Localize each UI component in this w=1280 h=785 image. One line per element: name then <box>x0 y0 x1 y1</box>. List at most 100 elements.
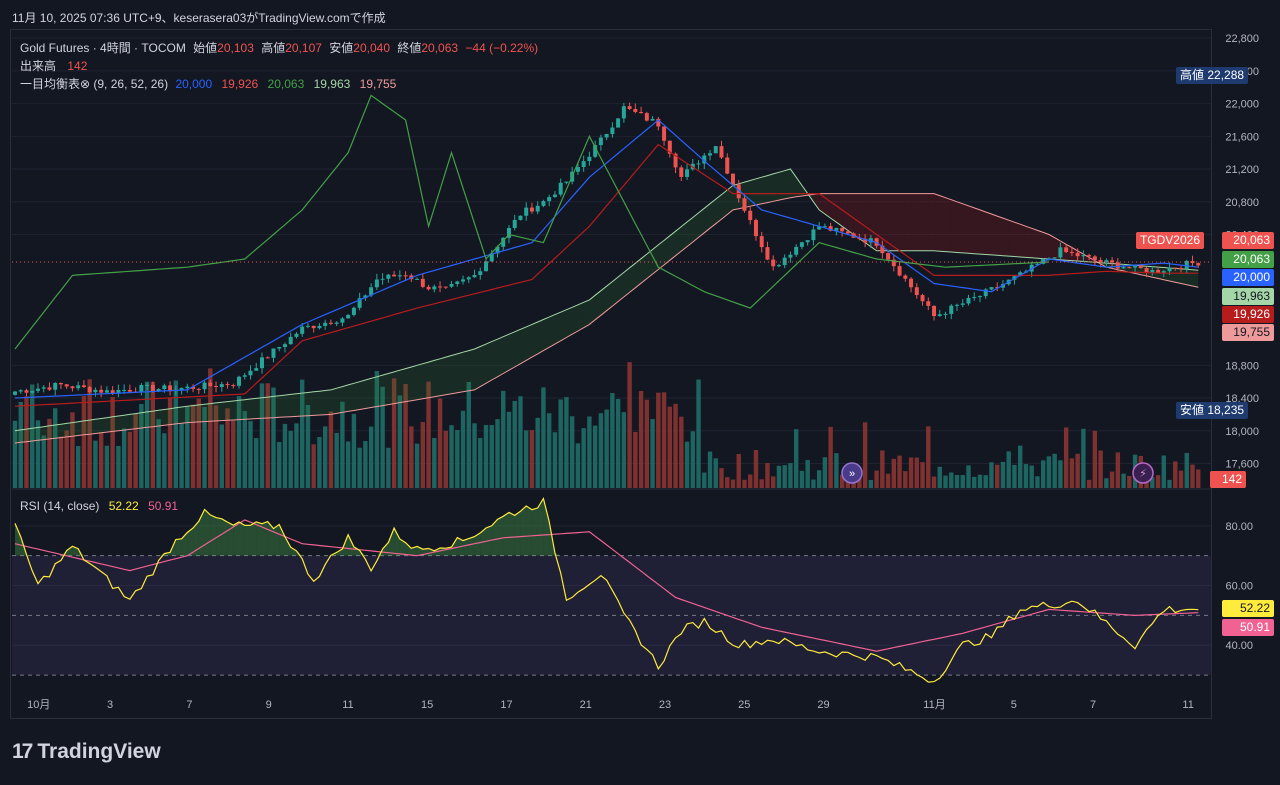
cloud-segment <box>15 429 21 444</box>
volume-bar <box>1063 427 1069 488</box>
cloud-segment <box>193 404 199 423</box>
cloud-segment <box>497 336 504 377</box>
volume-bar <box>552 432 558 488</box>
volume-bar <box>12 420 18 488</box>
cloud-segment <box>124 414 130 431</box>
volume-bar <box>742 479 747 488</box>
candle-body <box>122 389 127 391</box>
rsi-ob-segment <box>526 505 532 556</box>
candle-body <box>1110 260 1115 263</box>
tradingview-logo[interactable]: 17 TradingView <box>12 740 161 764</box>
cloud-segment <box>888 193 894 251</box>
volume-bar <box>47 418 52 488</box>
candle-body <box>943 313 948 315</box>
rsi-ob-segment <box>193 521 199 556</box>
rsi-ob-segment <box>187 528 194 556</box>
volume-bar <box>564 397 569 488</box>
candle-body <box>667 140 672 154</box>
candle-body <box>1144 268 1149 273</box>
candle-body <box>575 167 580 172</box>
volume-bar <box>501 390 506 488</box>
cloud-segment <box>411 365 418 401</box>
low-value: 20,040 <box>353 41 390 55</box>
volume-bar <box>684 441 690 488</box>
cloud-segment <box>1031 228 1038 259</box>
cloud-segment <box>928 193 935 251</box>
volume-bar <box>615 398 621 488</box>
candle-body <box>587 156 592 162</box>
volume-bar <box>903 471 908 488</box>
volume-bar <box>173 380 179 488</box>
rsi-ob-segment <box>284 536 291 556</box>
volume-bar <box>1075 453 1080 488</box>
candle-body <box>817 226 822 230</box>
rsi-tick-label: 80.00 <box>1225 521 1253 533</box>
volume-bar <box>1069 458 1075 488</box>
candle-body <box>93 389 98 393</box>
volume-bar <box>960 474 965 488</box>
rsi-ob-segment <box>26 554 33 556</box>
cloud-segment <box>514 329 521 367</box>
volume-bar <box>638 390 644 488</box>
cloud-segment <box>26 428 33 442</box>
candle-body <box>392 274 397 277</box>
volume-bar <box>1029 465 1034 488</box>
candle-body <box>656 118 661 127</box>
cloud-segment <box>463 350 469 392</box>
rsi-ma-value: 50.91 <box>148 499 179 513</box>
price-tick-label: 20,800 <box>1225 197 1259 209</box>
candle-body <box>41 387 46 389</box>
candle-body <box>811 229 816 241</box>
ichimoku-tenkan-line <box>14 119 1199 399</box>
cloud-segment <box>503 334 509 374</box>
volume-bar <box>156 419 161 488</box>
cloud-segment <box>376 375 383 407</box>
cloud-segment <box>175 407 182 424</box>
date-tick-label: 21 <box>580 699 592 711</box>
cloud-segment <box>336 386 343 414</box>
candle-body <box>1052 257 1057 259</box>
rsi-ob-segment <box>503 512 509 556</box>
volume-bar <box>1006 451 1011 488</box>
volume-label: 出来高 <box>20 59 57 73</box>
date-tick-label: 9 <box>266 699 272 711</box>
candle-body <box>76 385 81 389</box>
volume-bar <box>753 450 759 488</box>
candle-body <box>782 257 787 266</box>
rsi-ob-segment <box>210 514 217 556</box>
volume-bar <box>449 425 454 488</box>
volume-bar <box>759 479 764 488</box>
candle-body <box>880 245 885 254</box>
cloud-segment <box>508 331 515 371</box>
volume-bar <box>334 432 339 488</box>
price-tick-label: 17,600 <box>1225 458 1259 470</box>
candle-body <box>501 237 506 247</box>
rsi-ob-segment <box>451 537 458 556</box>
cloud-segment <box>221 401 228 421</box>
volume-bar <box>598 413 604 488</box>
volume-bar <box>581 428 586 488</box>
cloud-segment <box>813 193 820 210</box>
volume-bar <box>133 413 138 488</box>
cloud-segment <box>118 415 125 431</box>
volume-bar <box>524 430 529 488</box>
volume-bar <box>81 396 87 488</box>
candle-body <box>989 287 994 290</box>
cloud-segment <box>664 235 670 265</box>
rsi-ob-segment <box>181 532 188 556</box>
cloud-segment <box>417 363 423 400</box>
candle-body <box>145 384 150 386</box>
price-tick-label: 22,800 <box>1225 33 1259 45</box>
cloud-segment <box>89 419 96 435</box>
candle-body <box>340 318 345 323</box>
cloud-segment <box>577 302 584 331</box>
volume-bar <box>702 472 707 488</box>
volume-bar <box>713 458 718 488</box>
volume-bar <box>1178 470 1184 488</box>
low-label: 安値 <box>329 41 354 55</box>
tradingview-logo-icon: 17 <box>12 740 33 763</box>
date-tick-label: 25 <box>738 699 750 711</box>
volume-bar <box>1127 475 1132 488</box>
cloud-segment <box>687 217 693 247</box>
